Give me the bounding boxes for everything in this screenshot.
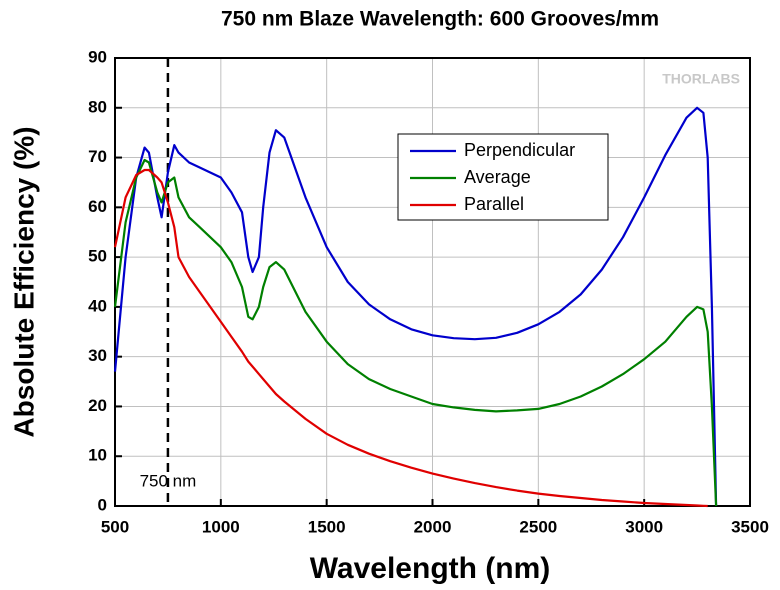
chart-title: 750 nm Blaze Wavelength: 600 Grooves/mm (221, 8, 659, 31)
marker-label: 750 nm (140, 471, 197, 490)
x-tick-label: 500 (101, 517, 129, 536)
y-tick-label: 80 (88, 97, 107, 116)
y-tick-label: 90 (88, 47, 107, 66)
y-axis-label: Absolute Efficiency (%) (8, 126, 39, 437)
series-line (113, 158, 718, 507)
y-tick-label: 50 (88, 247, 107, 266)
x-tick-label: 1500 (308, 517, 346, 536)
x-axis-label: Wavelength (nm) (310, 552, 551, 585)
y-tick-label: 10 (88, 446, 107, 465)
y-tick-label: 70 (88, 147, 107, 166)
x-tick-label: 3500 (731, 517, 769, 536)
series-line (113, 106, 718, 507)
legend-label: Perpendicular (464, 140, 575, 160)
series-line (113, 168, 708, 508)
y-tick-label: 20 (88, 396, 107, 415)
y-tick-label: 0 (98, 495, 107, 514)
legend-label: Average (464, 167, 531, 187)
plot-frame (114, 57, 751, 507)
legend-label: Parallel (464, 194, 524, 214)
x-tick-label: 2500 (519, 517, 557, 536)
y-tick-label: 60 (88, 197, 107, 216)
y-tick-label: 40 (88, 296, 107, 315)
watermark: THORLABS (662, 71, 740, 87)
x-tick-label: 2000 (414, 517, 452, 536)
x-tick-label: 1000 (202, 517, 240, 536)
y-tick-label: 30 (88, 346, 107, 365)
x-tick-label: 3000 (625, 517, 663, 536)
